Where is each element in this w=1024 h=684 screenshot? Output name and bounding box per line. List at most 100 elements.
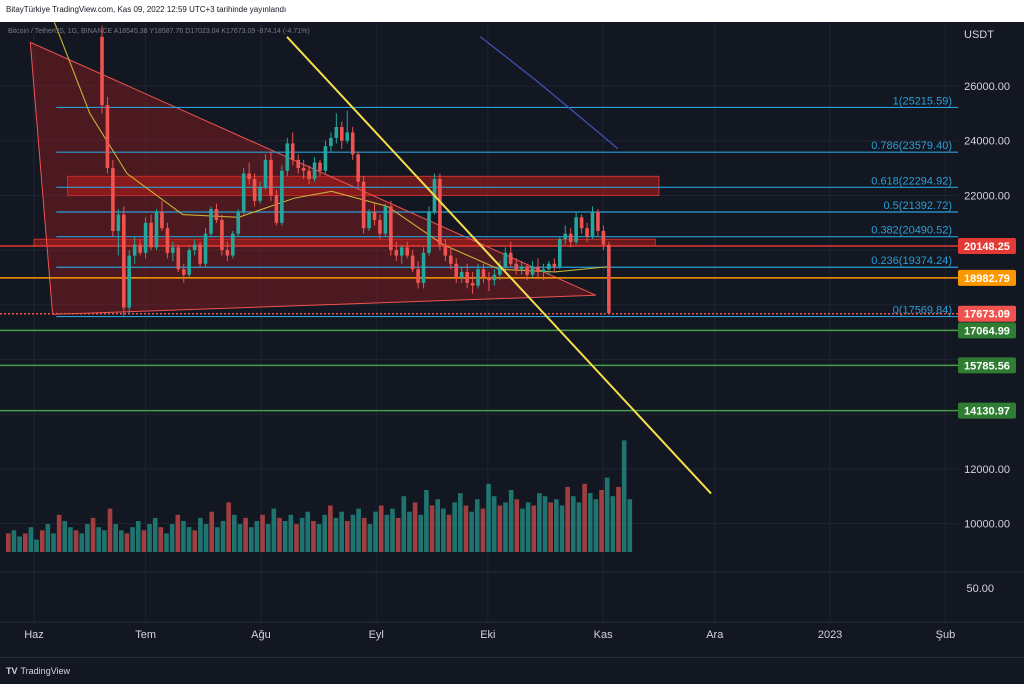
price-badge-label-1: 18982.79: [964, 273, 1010, 285]
x-tick-7: 2023: [818, 629, 842, 641]
candle-body-5: [127, 255, 132, 308]
candle-50: [372, 203, 377, 226]
volume-bar-78: [446, 514, 452, 552]
candle-86: [568, 228, 573, 248]
volume-bar-11: [68, 527, 73, 552]
candle-6: [132, 236, 137, 264]
candle-74: [503, 247, 508, 272]
candle-81: [541, 263, 546, 281]
volume-bar-110: [627, 499, 633, 552]
candle-body-77: [519, 266, 524, 270]
volume-bar-39: [226, 502, 231, 552]
candle-body-47: [356, 154, 360, 182]
candle-body-80: [536, 266, 540, 272]
candle-83: [552, 258, 557, 272]
price-badge-2: 17673.09: [958, 305, 1016, 322]
price-badge-bg-1: [958, 269, 1016, 286]
candle-35: [290, 132, 295, 166]
volume-bar-87: [497, 505, 503, 552]
candle-60: [427, 206, 431, 256]
price-badge-label-2: 17673.09: [964, 309, 1010, 321]
volume-bar-108: [616, 486, 621, 552]
candle-body-4: [122, 214, 126, 308]
volume-bar-41: [237, 524, 243, 552]
volume-bar-89: [508, 490, 514, 552]
candle-64: [449, 247, 453, 270]
candle-22: [220, 214, 224, 256]
price-badges: 20148.25 18982.79 17673.09 17064.99 15785.56…: [958, 238, 1016, 419]
candle-body-71: [487, 277, 491, 281]
candle-32: [274, 189, 279, 226]
legend: Bitcoin / TetherUS, 1G, BINANCE A18545.3…: [8, 28, 310, 35]
tradingview-logo[interactable]: TV TradingView: [6, 666, 70, 676]
axis-unit: USDT: [964, 29, 994, 41]
candle-body-55: [399, 247, 404, 256]
candle-body-3: [116, 214, 121, 231]
candle-body-46: [350, 132, 355, 155]
candle-68: [470, 271, 475, 294]
candles: [100, 25, 611, 316]
candle-20: [209, 206, 213, 237]
candle-body-86: [568, 233, 573, 242]
candle-body-34: [285, 143, 290, 171]
price-lines: [0, 245, 958, 412]
volume-bar-92: [525, 502, 531, 552]
volume-bar-90: [514, 499, 520, 552]
candle-51: [378, 214, 382, 240]
x-tick-2: Ağu: [251, 629, 271, 641]
candle-body-2: [111, 168, 115, 231]
volume-bar-3: [22, 533, 28, 552]
volume-bar-9: [56, 514, 62, 552]
volume-bar-59: [339, 511, 344, 552]
candle-18: [198, 241, 202, 267]
price-badge-bg-0: [958, 238, 1016, 255]
candle-24: [231, 230, 235, 259]
candle-25: [236, 209, 241, 237]
candle-body-13: [171, 247, 175, 253]
volume-bars: [6, 440, 633, 552]
candle-70: [481, 263, 486, 283]
descending-trendline: [286, 36, 712, 495]
ma-fast-line: [53, 22, 611, 273]
candle-37: [301, 159, 306, 179]
volume-bar-57: [328, 505, 333, 552]
candle-48: [361, 176, 366, 234]
candle-body-20: [209, 209, 213, 234]
volume-bar-4: [28, 527, 34, 552]
candle-body-45: [345, 132, 350, 141]
volume-bar-102: [582, 483, 587, 552]
fib-label-1: 1(25215.59): [893, 95, 952, 107]
legend-symbol: Bitcoin / TetherUS, 1G, BINANCE: [8, 28, 113, 35]
candle-39: [312, 157, 317, 182]
volume-bar-101: [576, 502, 582, 552]
candle-56: [405, 241, 409, 259]
fib-label-0-786: 0.786(23579.40): [871, 140, 952, 152]
candle-body-9: [149, 222, 153, 248]
price-chart[interactable]: 1(25215.59) 0.786(23579.40) 0.618(22294.92…: [0, 22, 1024, 657]
candle-body-16: [187, 250, 191, 275]
volume-bar-60: [345, 521, 350, 552]
volume-bar-8: [51, 533, 56, 552]
volume-bar-5: [34, 539, 39, 552]
time-axis[interactable]: Haz Tem Ağu Eyl Eki Kas Ara 2023 Şub: [24, 629, 955, 641]
volume-bar-21: [124, 533, 130, 552]
volume-bar-77: [441, 508, 446, 552]
candle-1: [105, 96, 110, 174]
volume-bar-2: [17, 536, 22, 552]
volume-bar-85: [486, 483, 491, 552]
volume-bar-22: [130, 527, 135, 552]
trendline[interactable]: [286, 36, 712, 495]
volume-bar-28: [164, 533, 169, 552]
price-axis[interactable]: USDT 26000.00 24000.00 22000.00 12000.00 1000…: [964, 29, 1010, 595]
candle-body-84: [558, 239, 562, 267]
volume-bar-18: [107, 508, 113, 552]
candle-75: [508, 241, 513, 267]
volume-bar-24: [141, 530, 147, 552]
volume-bar-43: [248, 527, 254, 552]
candle-66: [459, 266, 464, 283]
fib-label-0-236: 0.236(19374.24): [871, 255, 952, 267]
volume-bar-30: [175, 514, 181, 552]
candle-body-65: [454, 263, 459, 278]
candle-body-87: [574, 217, 578, 242]
volume-bar-71: [407, 511, 412, 552]
